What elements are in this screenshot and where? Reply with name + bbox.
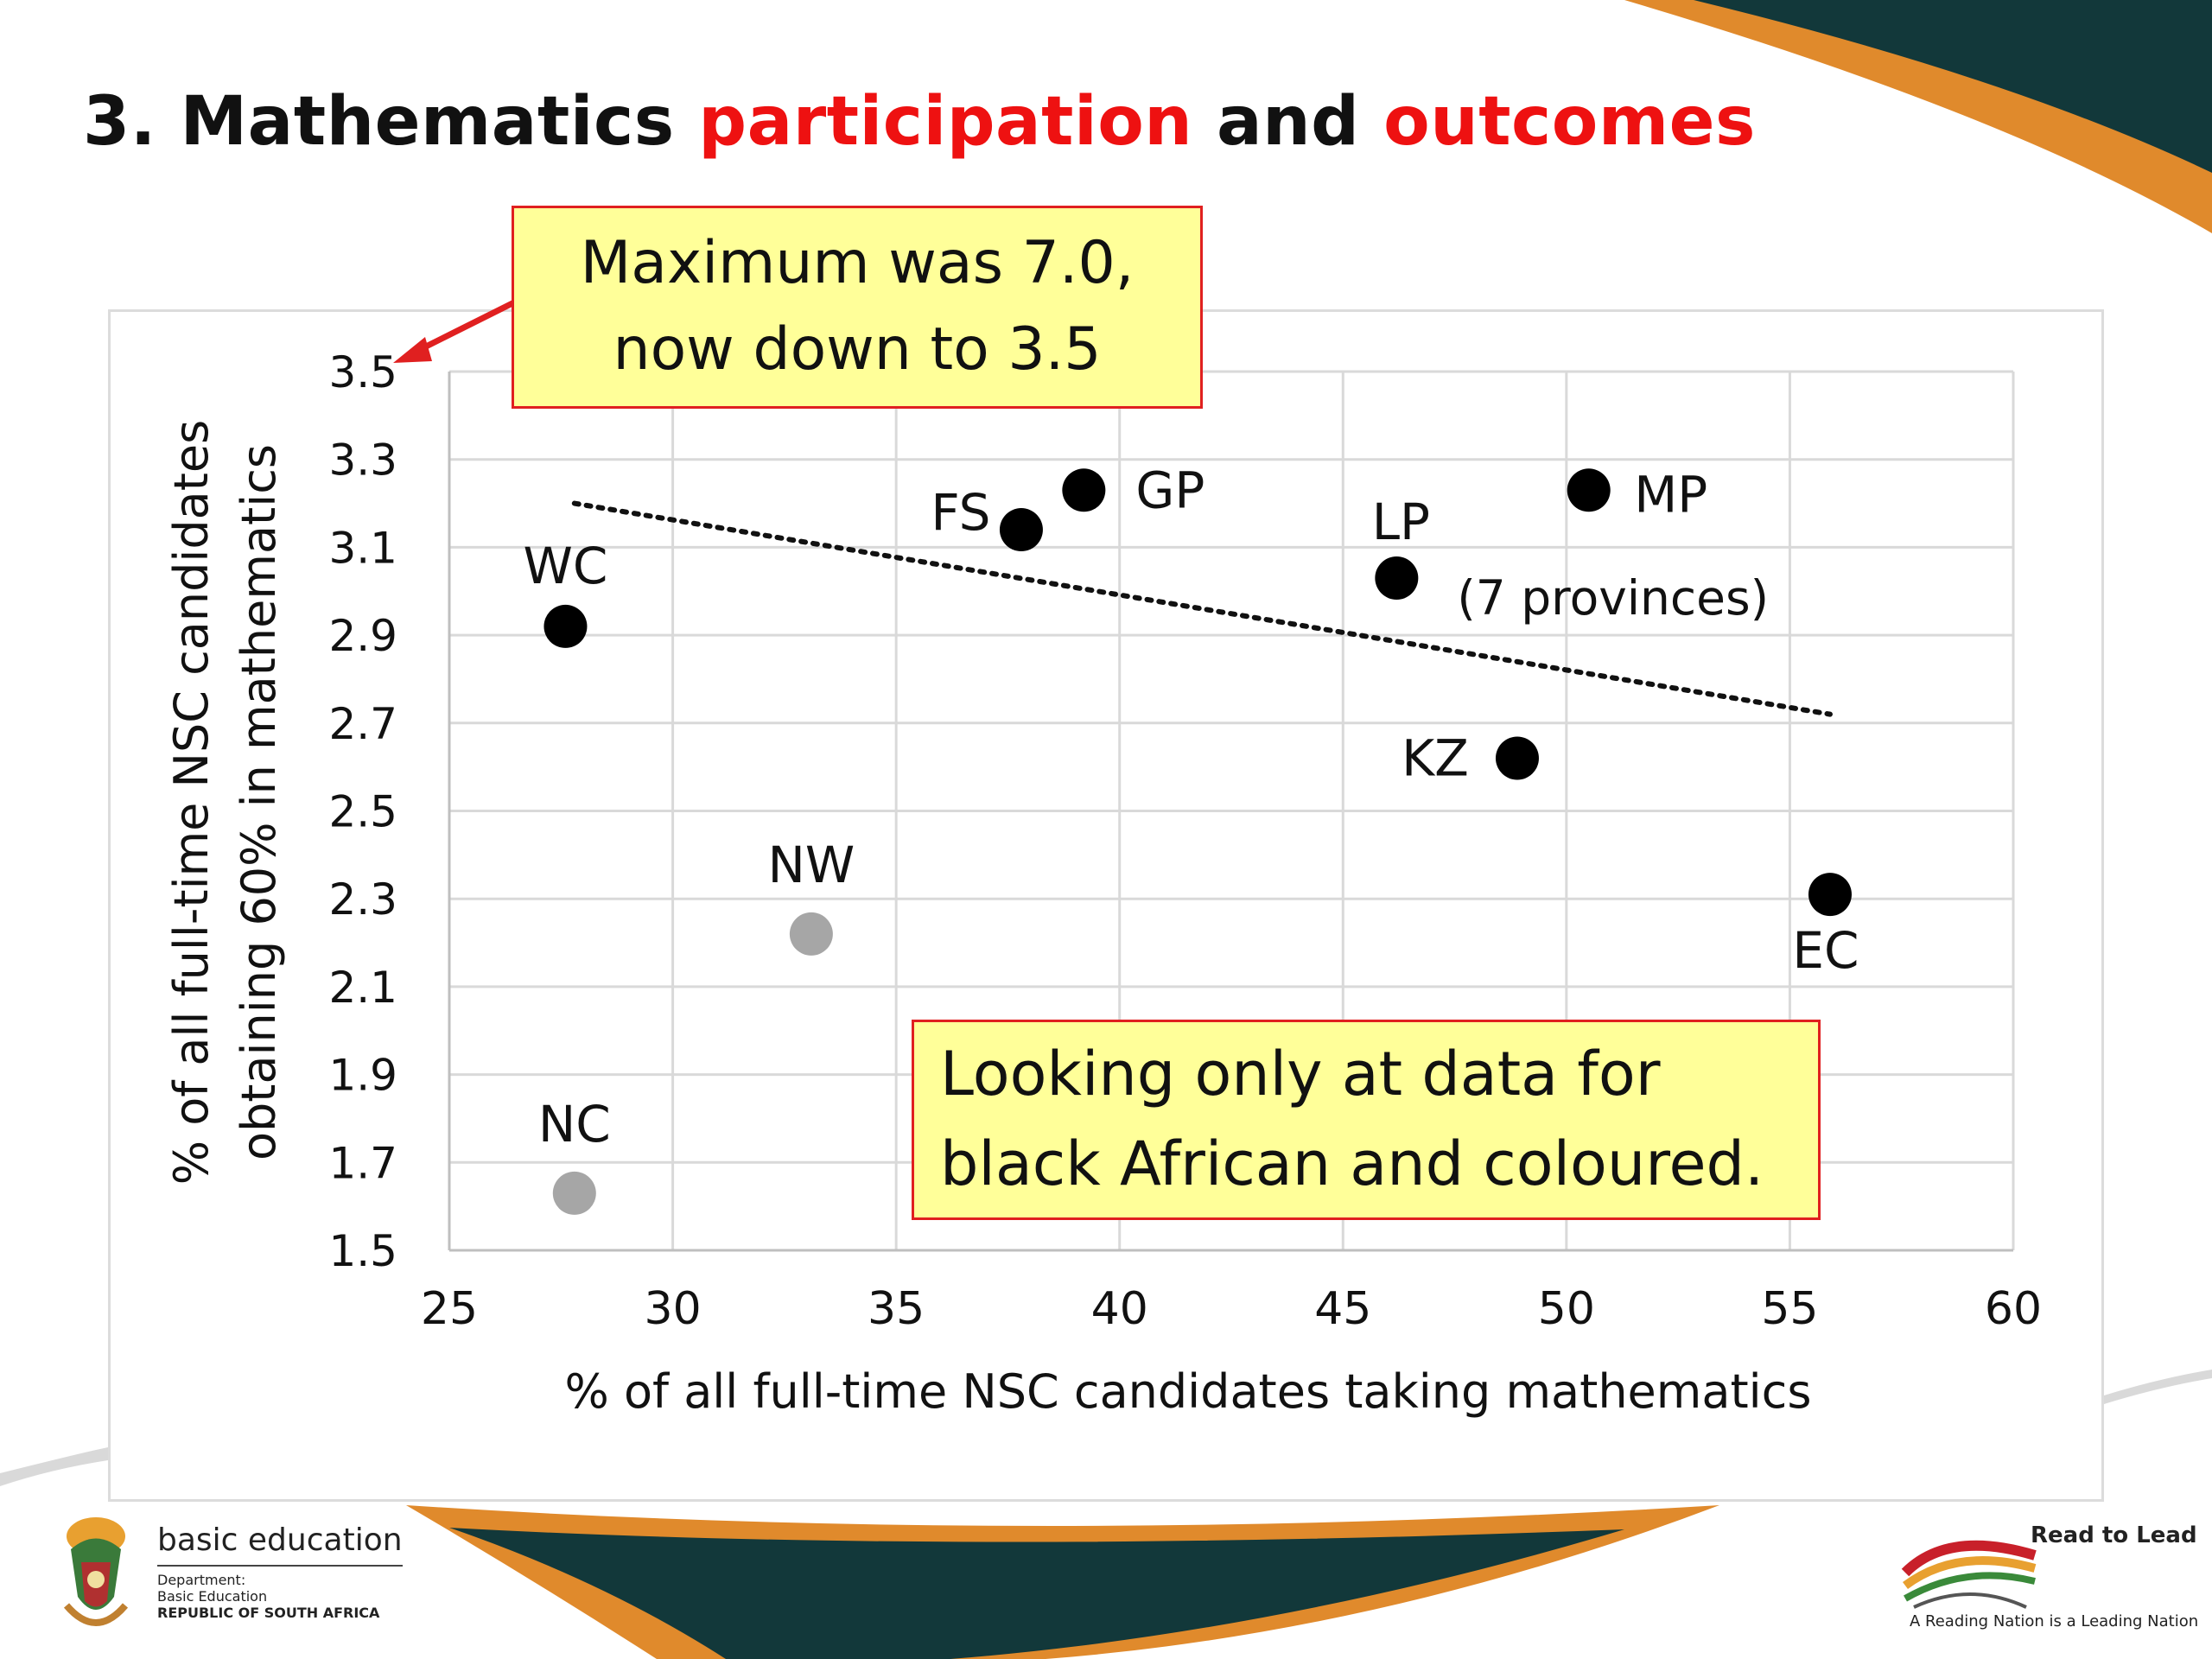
y-tick-label: 1.5 bbox=[328, 1226, 397, 1276]
x-tick-label: 50 bbox=[1538, 1283, 1595, 1335]
y-tick-label: 3.5 bbox=[328, 347, 397, 397]
y-axis-label-line1: % of all full-time NSC candidates bbox=[164, 420, 219, 1185]
brand-line3: REPUBLIC OF SOUTH AFRICA bbox=[157, 1605, 380, 1621]
read-to-lead-text: Read to Lead bbox=[2031, 1522, 2197, 1548]
read-to-lead-book-logo bbox=[1901, 1540, 2037, 1609]
point-label-fs: FS bbox=[931, 483, 990, 542]
y-tick-label: 2.7 bbox=[328, 699, 397, 749]
data-point-kz bbox=[1495, 736, 1539, 780]
brand-line1: Department: bbox=[157, 1572, 246, 1588]
point-label-lp: LP bbox=[1372, 493, 1430, 551]
data-point-mp bbox=[1567, 468, 1611, 512]
slide-title: 3. Mathematics participation and outcome… bbox=[83, 83, 1756, 161]
x-tick-label: 25 bbox=[421, 1283, 478, 1335]
y-tick-label: 2.1 bbox=[328, 963, 397, 1013]
data-point-nw bbox=[789, 912, 833, 956]
coat-of-arms-logo bbox=[63, 1517, 129, 1626]
data-point-fs bbox=[999, 508, 1043, 552]
x-axis-label: % of all full-time NSC candidates taking… bbox=[565, 1364, 1812, 1419]
title-part-3: and bbox=[1192, 83, 1384, 161]
annotation-7-provinces: (7 provinces) bbox=[1457, 570, 1769, 626]
data-point-wc bbox=[543, 604, 588, 648]
brand-subtext: Department: Basic Education REPUBLIC OF … bbox=[157, 1565, 403, 1621]
callout-maximum: Maximum was 7.0, now down to 3.5 bbox=[512, 206, 1203, 409]
data-point-ec bbox=[1808, 873, 1852, 917]
callout-note: Looking only at data for black African a… bbox=[912, 1020, 1821, 1220]
point-label-ec: EC bbox=[1792, 921, 1859, 980]
callout-note-line1: Looking only at data for bbox=[940, 1039, 1661, 1109]
y-tick-label: 3.1 bbox=[328, 523, 397, 573]
x-tick-label: 40 bbox=[1091, 1283, 1148, 1335]
title-part-4: outcomes bbox=[1383, 83, 1756, 161]
trendline bbox=[571, 500, 1833, 717]
brand-name: basic education bbox=[157, 1522, 403, 1558]
y-tick-label: 2.5 bbox=[328, 787, 397, 837]
point-label-nc: NC bbox=[538, 1095, 611, 1154]
callout-maximum-line1: Maximum was 7.0, bbox=[580, 229, 1135, 297]
y-tick-label: 1.9 bbox=[328, 1051, 397, 1101]
y-axis-label-line2: obtaining 60% in mathematics bbox=[232, 444, 286, 1160]
point-label-nw: NW bbox=[768, 836, 855, 894]
x-tick-label: 55 bbox=[1761, 1283, 1818, 1335]
y-tick-label: 2.9 bbox=[328, 611, 397, 661]
point-label-kz: KZ bbox=[1402, 728, 1469, 787]
callout-note-line2: black African and coloured. bbox=[940, 1128, 1764, 1199]
read-to-lead-tagline: A Reading Nation is a Leading Nation bbox=[1910, 1612, 2199, 1630]
callout-arrow bbox=[409, 299, 516, 358]
brand-line2: Basic Education bbox=[157, 1588, 268, 1605]
x-tick-label: 60 bbox=[1985, 1283, 2042, 1335]
x-tick-label: 30 bbox=[644, 1283, 701, 1335]
data-point-nc bbox=[552, 1171, 596, 1215]
department-branding: basic education Department: Basic Educat… bbox=[157, 1522, 403, 1621]
chart-frame bbox=[108, 309, 2104, 1502]
point-label-mp: MP bbox=[1634, 465, 1707, 524]
trendline-group bbox=[571, 500, 1833, 717]
x-tick-label: 45 bbox=[1314, 1283, 1371, 1335]
y-tick-label: 3.3 bbox=[328, 435, 397, 486]
axis-ticks: 25 30 35 40 45 50 55 60 1.5 1.7 1.9 2.1 2.3 2.5 2.7 2.9… bbox=[328, 347, 2042, 1335]
callout-maximum-line2: now down to 3.5 bbox=[613, 315, 1102, 384]
point-labels: WC FS GP LP MP KZ EC NW NC bbox=[524, 461, 1859, 1154]
title-part-2: participation bbox=[698, 83, 1193, 161]
x-tick-label: 35 bbox=[868, 1283, 925, 1335]
data-point-gp bbox=[1062, 468, 1106, 512]
callout-arrow-head bbox=[393, 337, 432, 363]
y-tick-label: 2.3 bbox=[328, 874, 397, 925]
title-part-1: 3. Mathematics bbox=[83, 83, 699, 161]
point-label-wc: WC bbox=[524, 537, 608, 595]
data-points bbox=[543, 468, 1852, 1215]
y-tick-label: 1.7 bbox=[328, 1138, 397, 1188]
data-point-lp bbox=[1375, 556, 1419, 600]
point-label-gp: GP bbox=[1135, 461, 1205, 519]
